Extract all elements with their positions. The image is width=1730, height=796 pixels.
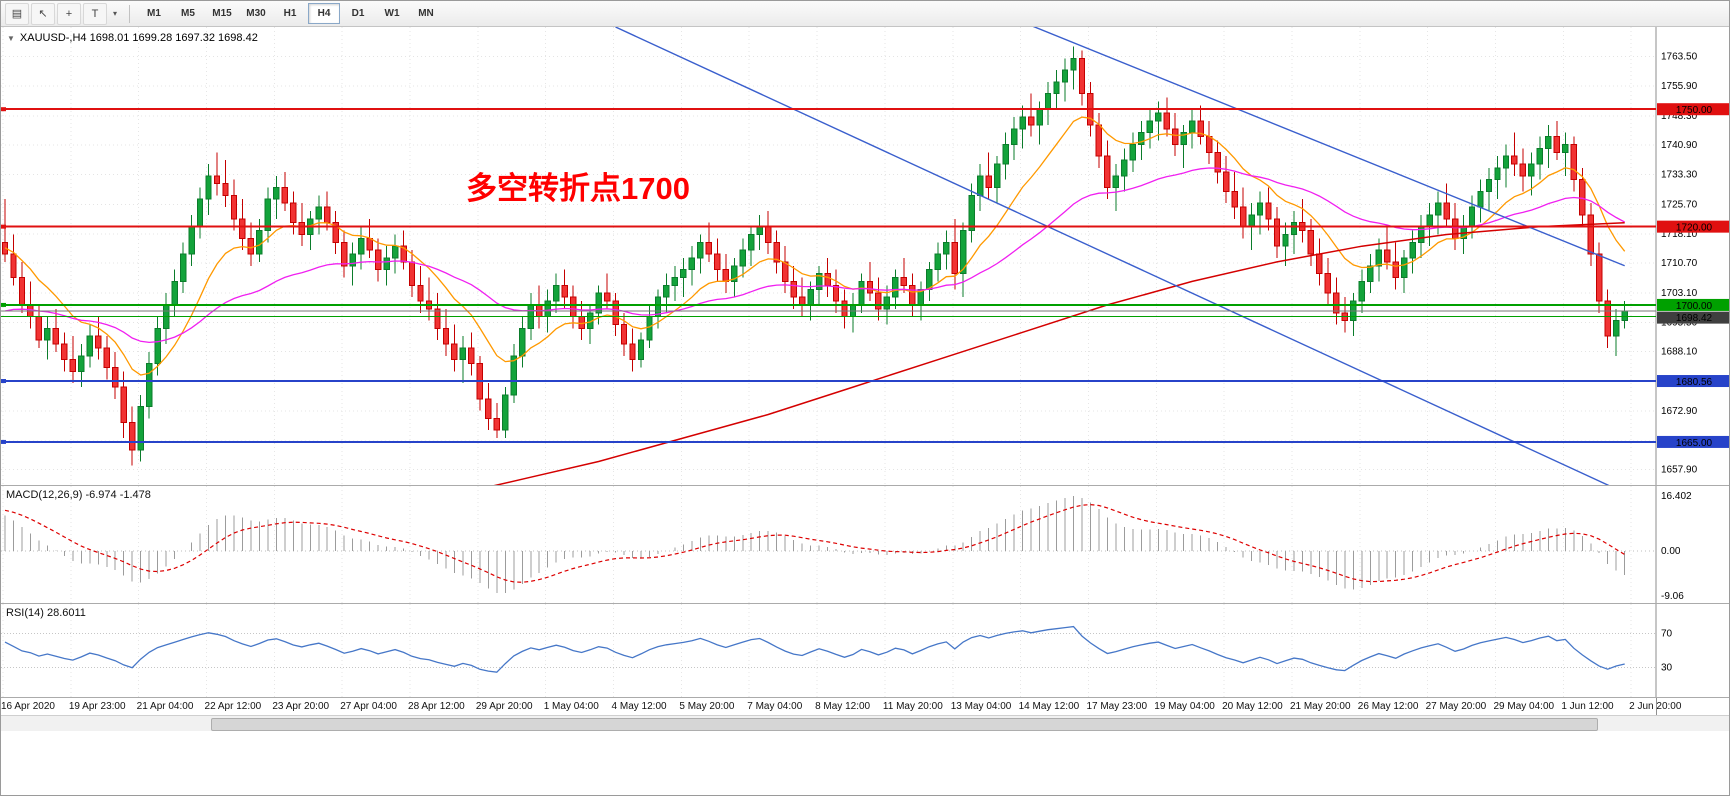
charts-grid-icon[interactable]: ▤ bbox=[5, 2, 29, 25]
candlestick-chart-canvas[interactable]: 1763.50 1755.90 1748.30 1740.90 1733.30 1725.… bbox=[1, 27, 1730, 485]
svg-text:1748.30: 1748.30 bbox=[1661, 111, 1698, 122]
long-ma-line bbox=[493, 221, 1625, 485]
macd-signal-line bbox=[4, 503, 1626, 583]
bid-price-tag bbox=[1657, 311, 1729, 324]
svg-text:1763.50: 1763.50 bbox=[1661, 51, 1698, 62]
svg-text:1720.00: 1720.00 bbox=[1676, 223, 1713, 234]
cursor-tool-icon[interactable]: ↖ bbox=[31, 2, 55, 25]
svg-text:16.402: 16.402 bbox=[1661, 491, 1692, 502]
time-label: 17 May 23:00 bbox=[1086, 701, 1148, 712]
svg-text:0.00: 0.00 bbox=[1661, 546, 1681, 557]
svg-text:1688.10: 1688.10 bbox=[1661, 347, 1698, 358]
timeframe-m30-button[interactable]: M30 bbox=[246, 8, 266, 19]
svg-text:1680.56: 1680.56 bbox=[1676, 377, 1713, 388]
time-label: 1 May 04:00 bbox=[543, 701, 599, 712]
time-label: 27 May 20:00 bbox=[1425, 701, 1487, 712]
time-label: 16 Apr 2020 bbox=[1, 701, 55, 712]
time-label: 5 May 20:00 bbox=[679, 701, 735, 712]
time-axis: 16 Apr 2020 19 Apr 23:00 21 Apr 04:00 22 Ap… bbox=[1, 697, 1729, 715]
scrollbar-thumb[interactable] bbox=[211, 718, 1598, 731]
time-label: 28 Apr 12:00 bbox=[408, 701, 465, 712]
svg-text:1700.00: 1700.00 bbox=[1676, 301, 1713, 312]
symbol-ohlc-text: XAUUSD-,H4 1698.01 1699.28 1697.32 1698.… bbox=[19, 32, 258, 44]
tools-dropdown-caret-icon[interactable]: ▾ bbox=[112, 9, 117, 18]
time-label: 20 May 12:00 bbox=[1222, 701, 1283, 712]
main-chart-panel[interactable]: 1763.50 1755.90 1748.30 1740.90 1733.30 1725.… bbox=[1, 27, 1730, 485]
svg-text:30: 30 bbox=[1661, 663, 1673, 674]
timeframe-h4-button[interactable]: H4 bbox=[308, 3, 340, 24]
rsi-canvas[interactable]: 70 30 bbox=[1, 604, 1730, 697]
svg-text:1672.90: 1672.90 bbox=[1661, 406, 1698, 417]
text-tool-icon[interactable]: T bbox=[83, 2, 107, 25]
collapse-triangle-icon[interactable]: ▼ bbox=[7, 33, 15, 43]
time-label: 19 May 04:00 bbox=[1154, 701, 1215, 712]
time-label: 26 May 12:00 bbox=[1357, 701, 1419, 712]
time-label: 1 Jun 12:00 bbox=[1561, 701, 1614, 712]
svg-text:1733.30: 1733.30 bbox=[1661, 170, 1698, 181]
timeframe-d1-button[interactable]: D1 bbox=[351, 8, 365, 19]
chart-title: ▼ XAUUSD-,H4 1698.01 1699.28 1697.32 169… bbox=[7, 32, 258, 44]
timeframe-m1-button[interactable]: M1 bbox=[147, 8, 161, 19]
time-label: 19 Apr 23:00 bbox=[68, 701, 126, 712]
time-label: 29 Apr 20:00 bbox=[475, 701, 533, 712]
toolbar-separator bbox=[129, 4, 130, 23]
timeframe-m5-button[interactable]: M5 bbox=[181, 8, 195, 19]
time-label: 13 May 04:00 bbox=[950, 701, 1012, 712]
time-label: 27 Apr 04:00 bbox=[340, 701, 397, 712]
timeframe-mn-button[interactable]: MN bbox=[418, 8, 434, 19]
crosshair-tool-icon[interactable]: + bbox=[57, 2, 81, 25]
trendline bbox=[1032, 27, 1625, 267]
svg-text:70: 70 bbox=[1661, 629, 1673, 640]
moving-average-line bbox=[4, 167, 1626, 344]
macd-canvas[interactable]: 16.402 0.00 -9.06 bbox=[1, 486, 1730, 603]
rsi-line bbox=[4, 625, 1625, 673]
toolbar: ▤ ↖ + T ▾ M1 M5 M15 M30 H1 H4 D1 W1 MN bbox=[1, 1, 1729, 27]
timeframe-w1-button[interactable]: W1 bbox=[384, 8, 400, 19]
time-label: 14 May 12:00 bbox=[1018, 701, 1080, 712]
svg-text:1740.90: 1740.90 bbox=[1661, 140, 1698, 151]
timeframe-m15-button[interactable]: M15 bbox=[212, 8, 232, 19]
candles bbox=[1, 46, 1628, 466]
macd-indicator-panel[interactable]: 16.402 0.00 -9.06 MACD(12,26,9) -6.974 -1.… bbox=[1, 485, 1730, 603]
chart-grid: 1763.50 1755.90 1748.30 1740.90 1733.30 1725.… bbox=[1, 27, 1698, 485]
timeframe-h1-button[interactable]: H1 bbox=[283, 8, 297, 19]
rsi-indicator-panel[interactable]: 70 30 RSI(14) 28.6011 bbox=[1, 603, 1730, 697]
time-label: 23 Apr 20:00 bbox=[272, 701, 330, 712]
rsi-label: RSI(14) 28.6011 bbox=[6, 607, 86, 619]
svg-text:1755.90: 1755.90 bbox=[1661, 81, 1698, 92]
time-label: 21 Apr 04:00 bbox=[136, 701, 194, 712]
svg-text:1718.10: 1718.10 bbox=[1661, 229, 1698, 240]
svg-text:1698.42: 1698.42 bbox=[1676, 313, 1713, 324]
time-label: 2 Jun 20:00 bbox=[1629, 701, 1682, 712]
chart-annotation-text: 多空转折点1700 bbox=[466, 171, 690, 206]
time-label: 4 May 12:00 bbox=[611, 701, 667, 712]
moving-average-line bbox=[4, 116, 1626, 376]
time-label: 7 May 04:00 bbox=[747, 701, 803, 712]
svg-text:1703.10: 1703.10 bbox=[1661, 288, 1698, 299]
svg-text:-9.06: -9.06 bbox=[1661, 591, 1684, 602]
axis-separator bbox=[1656, 698, 1657, 715]
macd-label: MACD(12,26,9) -6.974 -1.478 bbox=[6, 489, 151, 501]
svg-text:1750.00: 1750.00 bbox=[1676, 105, 1713, 116]
svg-text:1710.70: 1710.70 bbox=[1661, 258, 1698, 269]
time-label: 29 May 04:00 bbox=[1493, 701, 1555, 712]
svg-text:1657.90: 1657.90 bbox=[1661, 465, 1698, 476]
trendline bbox=[615, 27, 1610, 485]
horizontal-scrollbar[interactable] bbox=[1, 715, 1729, 731]
svg-text:1665.00: 1665.00 bbox=[1676, 438, 1713, 449]
time-label: 8 May 12:00 bbox=[815, 701, 871, 712]
time-label: 22 Apr 12:00 bbox=[204, 701, 262, 712]
svg-text:1725.70: 1725.70 bbox=[1661, 199, 1698, 210]
time-label: 11 May 20:00 bbox=[882, 701, 943, 712]
time-label: 21 May 20:00 bbox=[1289, 701, 1351, 712]
